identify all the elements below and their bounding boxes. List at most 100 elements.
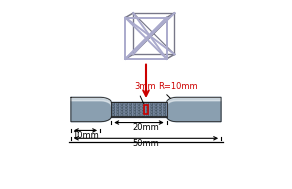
- Circle shape: [117, 103, 118, 104]
- Circle shape: [121, 103, 123, 105]
- Circle shape: [142, 103, 144, 105]
- Circle shape: [125, 103, 127, 105]
- Circle shape: [113, 114, 114, 116]
- Circle shape: [121, 109, 122, 110]
- Circle shape: [164, 106, 165, 107]
- Circle shape: [121, 103, 122, 104]
- Circle shape: [147, 103, 148, 105]
- Circle shape: [134, 106, 135, 107]
- Circle shape: [147, 112, 148, 113]
- Text: R=10mm: R=10mm: [158, 82, 198, 91]
- Text: 3mm: 3mm: [134, 82, 156, 91]
- Circle shape: [147, 114, 148, 116]
- Circle shape: [155, 109, 157, 110]
- Circle shape: [147, 106, 148, 108]
- Circle shape: [164, 109, 165, 110]
- Circle shape: [130, 109, 131, 110]
- Circle shape: [159, 114, 161, 116]
- Circle shape: [130, 109, 131, 110]
- Circle shape: [159, 112, 161, 113]
- Circle shape: [130, 103, 131, 105]
- Circle shape: [121, 109, 123, 110]
- Circle shape: [164, 112, 165, 113]
- Circle shape: [121, 106, 123, 108]
- Circle shape: [113, 103, 114, 104]
- Circle shape: [130, 106, 131, 107]
- Polygon shape: [71, 97, 221, 122]
- Circle shape: [117, 106, 119, 108]
- Circle shape: [130, 106, 131, 108]
- Circle shape: [147, 109, 148, 110]
- Circle shape: [113, 106, 114, 108]
- Circle shape: [130, 112, 131, 113]
- Circle shape: [151, 109, 153, 110]
- Circle shape: [159, 106, 161, 108]
- Polygon shape: [111, 102, 167, 117]
- Circle shape: [125, 112, 127, 113]
- Circle shape: [151, 112, 153, 113]
- Circle shape: [159, 103, 161, 105]
- Circle shape: [125, 106, 127, 108]
- Circle shape: [138, 112, 140, 113]
- Circle shape: [151, 106, 152, 107]
- Circle shape: [125, 109, 127, 110]
- Circle shape: [147, 103, 148, 104]
- Circle shape: [134, 114, 135, 116]
- Circle shape: [147, 106, 148, 107]
- Circle shape: [164, 103, 165, 104]
- Circle shape: [155, 103, 157, 105]
- Circle shape: [134, 103, 135, 105]
- Circle shape: [155, 109, 156, 110]
- Circle shape: [125, 114, 127, 116]
- Circle shape: [121, 106, 122, 107]
- Circle shape: [164, 109, 165, 110]
- Circle shape: [164, 103, 165, 105]
- Circle shape: [130, 103, 131, 104]
- Circle shape: [117, 109, 118, 110]
- Circle shape: [117, 112, 119, 113]
- Circle shape: [151, 109, 152, 110]
- Circle shape: [142, 114, 144, 116]
- Circle shape: [117, 106, 118, 107]
- Circle shape: [142, 106, 144, 108]
- Circle shape: [138, 114, 140, 116]
- Circle shape: [134, 106, 135, 108]
- Circle shape: [130, 114, 131, 116]
- Circle shape: [155, 103, 156, 104]
- Polygon shape: [71, 97, 221, 106]
- Circle shape: [113, 112, 114, 113]
- Text: 20mm: 20mm: [133, 123, 159, 132]
- Circle shape: [142, 112, 144, 113]
- Circle shape: [121, 114, 123, 116]
- Circle shape: [138, 109, 139, 110]
- Circle shape: [134, 112, 135, 113]
- Circle shape: [138, 103, 140, 105]
- Circle shape: [134, 109, 135, 110]
- Circle shape: [113, 109, 114, 110]
- Circle shape: [113, 106, 114, 107]
- Circle shape: [147, 109, 148, 110]
- Circle shape: [138, 109, 140, 110]
- Circle shape: [155, 106, 156, 107]
- Circle shape: [113, 103, 114, 105]
- Circle shape: [142, 109, 144, 110]
- Circle shape: [117, 103, 119, 105]
- Circle shape: [151, 103, 153, 105]
- Circle shape: [138, 106, 139, 107]
- Circle shape: [151, 103, 152, 104]
- Circle shape: [138, 103, 139, 104]
- Circle shape: [151, 106, 153, 108]
- Circle shape: [155, 112, 157, 113]
- Circle shape: [134, 109, 135, 110]
- Circle shape: [151, 114, 153, 116]
- Circle shape: [117, 109, 119, 110]
- Circle shape: [117, 114, 119, 116]
- Circle shape: [138, 106, 140, 108]
- Text: 50mm: 50mm: [133, 139, 159, 148]
- Circle shape: [159, 109, 161, 110]
- Circle shape: [134, 103, 135, 104]
- Text: 10mm: 10mm: [72, 131, 99, 140]
- Circle shape: [164, 114, 165, 116]
- Circle shape: [155, 106, 157, 108]
- Circle shape: [164, 106, 165, 108]
